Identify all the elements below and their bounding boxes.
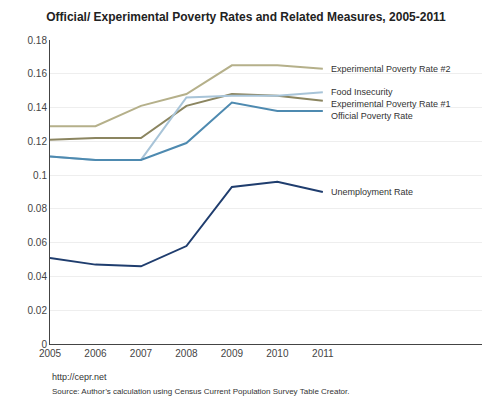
svg-text:2009: 2009 — [221, 348, 244, 359]
svg-text:2008: 2008 — [175, 348, 198, 359]
svg-text:http://cepr.net: http://cepr.net — [52, 372, 107, 382]
svg-text:0.1: 0.1 — [33, 170, 47, 181]
svg-text:0: 0 — [41, 339, 47, 350]
svg-text:0.14: 0.14 — [28, 102, 48, 113]
svg-text:0.08: 0.08 — [28, 203, 48, 214]
svg-text:2010: 2010 — [266, 348, 289, 359]
svg-text:0.06: 0.06 — [28, 237, 48, 248]
svg-text:2006: 2006 — [84, 348, 107, 359]
svg-text:Source: Author’s calculation u: Source: Author’s calculation using Censu… — [52, 387, 350, 396]
svg-text:Official/ Experimental Poverty: Official/ Experimental Poverty Rates and… — [46, 10, 446, 24]
svg-text:2011: 2011 — [312, 348, 334, 359]
svg-text:2005: 2005 — [39, 348, 62, 359]
svg-text:Experimental Poverty Rate #1: Experimental Poverty Rate #1 — [331, 99, 451, 109]
svg-text:0.18: 0.18 — [28, 35, 48, 46]
svg-text:0.04: 0.04 — [28, 271, 48, 282]
svg-text:0.02: 0.02 — [28, 305, 48, 316]
svg-text:0.16: 0.16 — [28, 68, 48, 79]
svg-text:2007: 2007 — [130, 348, 153, 359]
svg-text:0.12: 0.12 — [28, 136, 48, 147]
svg-text:Unemployment Rate: Unemployment Rate — [331, 187, 413, 197]
svg-text:Food Insecurity: Food Insecurity — [331, 87, 393, 97]
svg-text:Official Poverty Rate: Official Poverty Rate — [331, 111, 413, 121]
svg-text:Experimental Poverty Rate #2: Experimental Poverty Rate #2 — [331, 64, 451, 74]
